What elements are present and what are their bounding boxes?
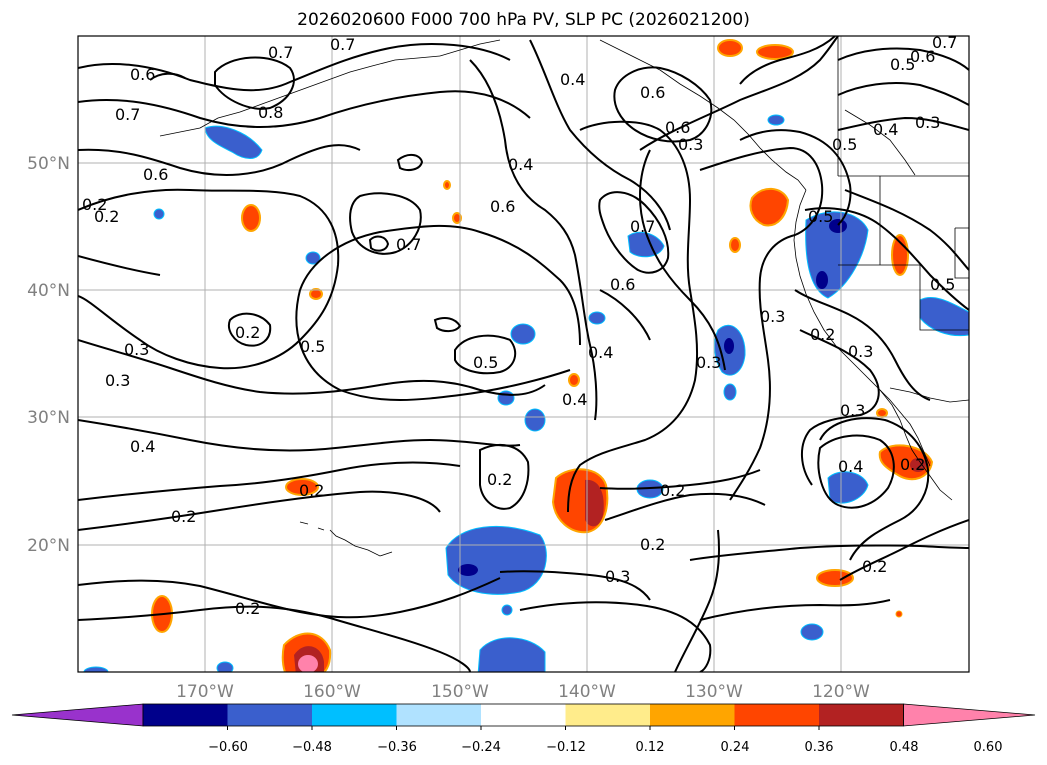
lon-label-160w: 160°W bbox=[303, 682, 361, 702]
contour-label: 0.2 bbox=[94, 207, 119, 226]
lat-label-30n: 30°N bbox=[27, 408, 70, 428]
contour-label: 0.7 bbox=[268, 43, 293, 62]
map-title: 2026020600 F000 700 hPa PV, SLP PC (2026… bbox=[297, 10, 750, 30]
contour-label: 0.2 bbox=[487, 470, 512, 489]
contour-label: 0.4 bbox=[873, 120, 898, 139]
contour-label: 0.3 bbox=[848, 342, 873, 361]
colorbar-tick-label: 0.48 bbox=[890, 740, 919, 755]
colorbar-tick-label: 0.36 bbox=[805, 740, 834, 755]
pv-shading bbox=[83, 39, 969, 672]
contour-label: 0.2 bbox=[299, 481, 324, 500]
colorbar-segment bbox=[734, 704, 820, 726]
contour-label: 0.2 bbox=[660, 481, 685, 500]
contour-label: 0.6 bbox=[610, 275, 635, 294]
contour-label: 0.5 bbox=[890, 55, 915, 74]
contour-label: 0.6 bbox=[910, 47, 935, 66]
contour-label: 0.3 bbox=[840, 401, 865, 420]
colorbar-extend-max bbox=[903, 703, 1036, 727]
contour-label: 0.7 bbox=[396, 235, 421, 254]
contour-label: 0.3 bbox=[760, 307, 785, 326]
contour-label: 0.2 bbox=[82, 195, 107, 214]
colorbar-tick-label: −0.36 bbox=[377, 740, 417, 755]
contour-label: 0.5 bbox=[808, 207, 833, 226]
colorbar-segment bbox=[650, 704, 735, 726]
contour-label: 0.7 bbox=[630, 217, 655, 236]
lat-label-40n: 40°N bbox=[27, 281, 70, 301]
contour-label: 0.7 bbox=[932, 33, 957, 52]
lat-label-50n: 50°N bbox=[27, 154, 70, 174]
colorbar-segment bbox=[312, 704, 397, 726]
contour-label: 0.5 bbox=[930, 275, 955, 294]
lon-label-170w: 170°W bbox=[176, 682, 234, 702]
contour-label: 0.3 bbox=[696, 353, 721, 372]
colorbar-segment bbox=[227, 704, 313, 726]
contours bbox=[78, 36, 969, 672]
longitude-labels: 170°W 160°W 150°W 140°W 130°W 120°W bbox=[176, 682, 870, 702]
contour-labels: 0.7 0.7 0.6 0.7 0.8 0.6 0.2 0.2 0.3 0.3 … bbox=[82, 33, 957, 618]
colorbar-tick-label: −0.24 bbox=[461, 740, 501, 755]
colorbar-tick-label: −0.60 bbox=[208, 740, 248, 755]
colorbar: −0.60 −0.48 −0.36 −0.24 −0.12 0.12 0.24 … bbox=[11, 703, 1036, 755]
colorbar-ticks bbox=[227, 726, 820, 730]
contour-label: 0.3 bbox=[124, 340, 149, 359]
contour-label: 0.4 bbox=[588, 343, 613, 362]
contour-label: 0.6 bbox=[665, 118, 690, 137]
contour-label: 0.7 bbox=[115, 105, 140, 124]
contour-label: 0.5 bbox=[473, 353, 498, 372]
colorbar-tick-label: −0.12 bbox=[546, 740, 586, 755]
contour-label: 0.8 bbox=[258, 103, 283, 122]
contour-label: 0.4 bbox=[838, 457, 863, 476]
contour-label: 0.2 bbox=[862, 557, 887, 576]
contour-label: 0.4 bbox=[508, 155, 533, 174]
lon-label-150w: 150°W bbox=[431, 682, 489, 702]
contour-label: 0.3 bbox=[915, 113, 940, 132]
colorbar-extend-min bbox=[11, 703, 144, 727]
contour-label: 0.2 bbox=[235, 599, 260, 618]
contour-label: 0.2 bbox=[235, 323, 260, 342]
colorbar-outline bbox=[142, 703, 904, 727]
colorbar-segment bbox=[143, 704, 228, 726]
lon-label-130w: 130°W bbox=[685, 682, 743, 702]
contour-label: 0.3 bbox=[678, 135, 703, 154]
colorbar-tick-label: −0.48 bbox=[292, 740, 332, 755]
contour-label: 0.2 bbox=[810, 325, 835, 344]
colorbar-segment bbox=[565, 704, 651, 726]
contour-label: 0.4 bbox=[130, 437, 155, 456]
lon-label-140w: 140°W bbox=[558, 682, 616, 702]
contour-label: 0.3 bbox=[105, 371, 130, 390]
contour-label: 0.2 bbox=[640, 535, 665, 554]
colorbar-segments bbox=[11, 703, 1036, 727]
contour-label: 0.3 bbox=[605, 567, 630, 586]
colorbar-segment bbox=[396, 704, 482, 726]
colorbar-tick-label: 0.24 bbox=[721, 740, 750, 755]
contour-label: 0.2 bbox=[171, 507, 196, 526]
colorbar-tick-label: 0.60 bbox=[974, 740, 1003, 755]
latitude-labels: 50°N 40°N 30°N 20°N bbox=[27, 154, 70, 556]
contour-label: 0.5 bbox=[300, 337, 325, 356]
contour-label: 0.6 bbox=[130, 65, 155, 84]
lon-label-120w: 120°W bbox=[812, 682, 870, 702]
contour-label: 0.4 bbox=[562, 390, 587, 409]
contour-label: 0.2 bbox=[900, 455, 925, 474]
contour-label: 0.6 bbox=[490, 197, 515, 216]
contour-label: 0.7 bbox=[330, 35, 355, 54]
graticule bbox=[78, 36, 969, 672]
contour-label: 0.5 bbox=[832, 135, 857, 154]
contour-label: 0.4 bbox=[560, 70, 585, 89]
colorbar-tick-labels: −0.60 −0.48 −0.36 −0.24 −0.12 0.12 0.24 … bbox=[208, 740, 1002, 755]
colorbar-segment bbox=[481, 704, 566, 726]
colorbar-tick-label: 0.12 bbox=[636, 740, 665, 755]
colorbar-segment bbox=[819, 704, 904, 726]
map-panel: 0.7 0.7 0.6 0.7 0.8 0.6 0.2 0.2 0.3 0.3 … bbox=[77, 33, 970, 673]
contour-label: 0.6 bbox=[640, 83, 665, 102]
lat-label-20n: 20°N bbox=[27, 536, 70, 556]
contour-label: 0.6 bbox=[143, 165, 168, 184]
